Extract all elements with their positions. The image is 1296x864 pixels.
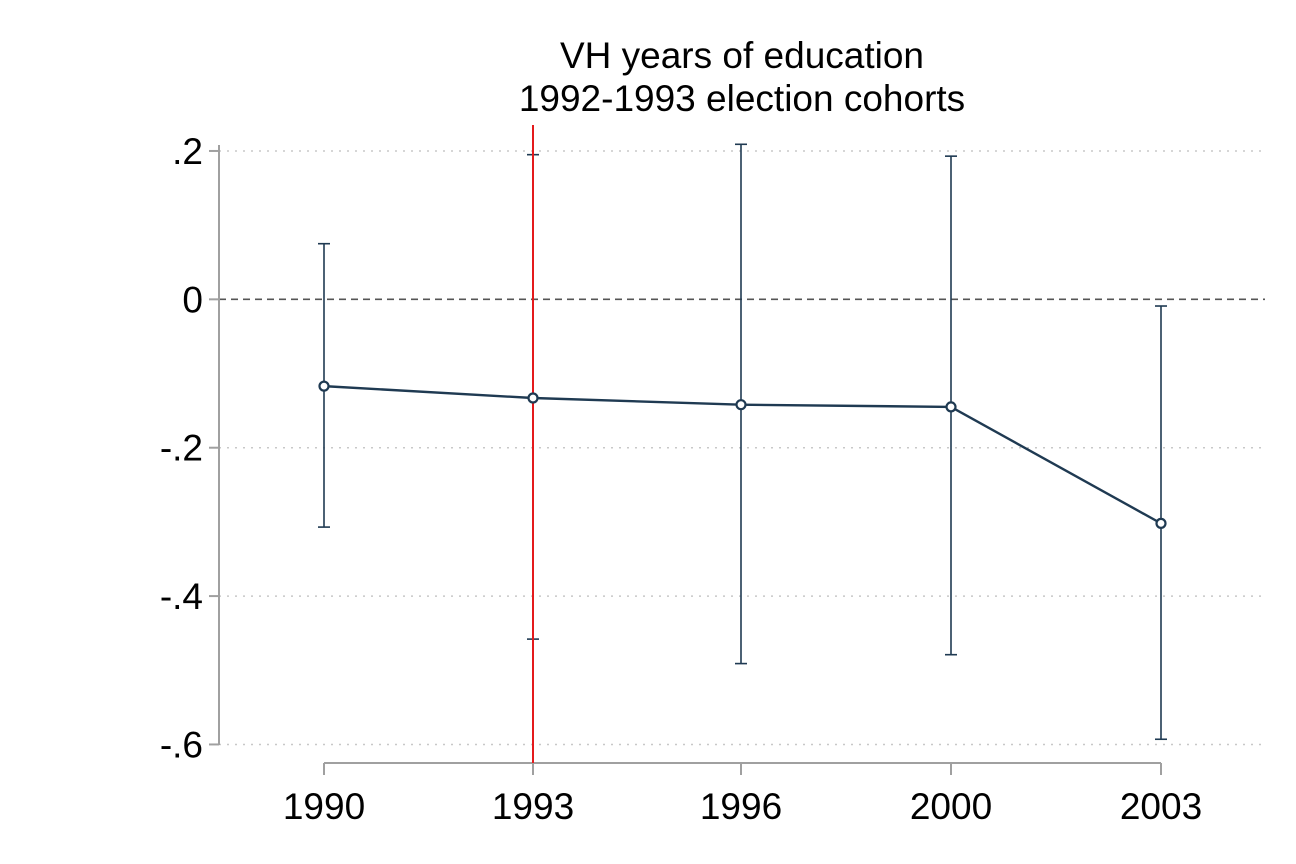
axes (209, 145, 1162, 775)
y-tick-label: -.6 (160, 724, 203, 765)
data-point (318, 380, 330, 392)
chart-title: VH years of education 1992-1993 election… (519, 35, 965, 119)
chart-title-line-2: 1992-1993 election cohorts (519, 78, 965, 119)
y-tick-label: -.2 (160, 428, 203, 469)
x-tick-label: 1996 (700, 786, 782, 827)
x-tick-label: 2003 (1120, 786, 1202, 827)
data-point (735, 399, 747, 411)
y-tick-label: 0 (182, 279, 203, 320)
data-point (527, 392, 539, 404)
data-point (945, 401, 957, 413)
grid-lines (219, 150, 1265, 746)
confidence-intervals (318, 143, 1167, 741)
y-tick-label: .2 (172, 131, 203, 172)
x-tick-label: 1993 (492, 786, 574, 827)
y-tick-label: -.4 (160, 576, 203, 617)
data-point (1155, 517, 1167, 529)
x-tick-label: 1990 (283, 786, 365, 827)
chart-title-line-1: VH years of education (560, 35, 924, 76)
x-tick-label: 2000 (910, 786, 992, 827)
point-markers (318, 380, 1167, 529)
tick-labels: .2 0 -.2 -.4 -.6 1990 1993 1996 2000 2003 (160, 131, 1202, 827)
